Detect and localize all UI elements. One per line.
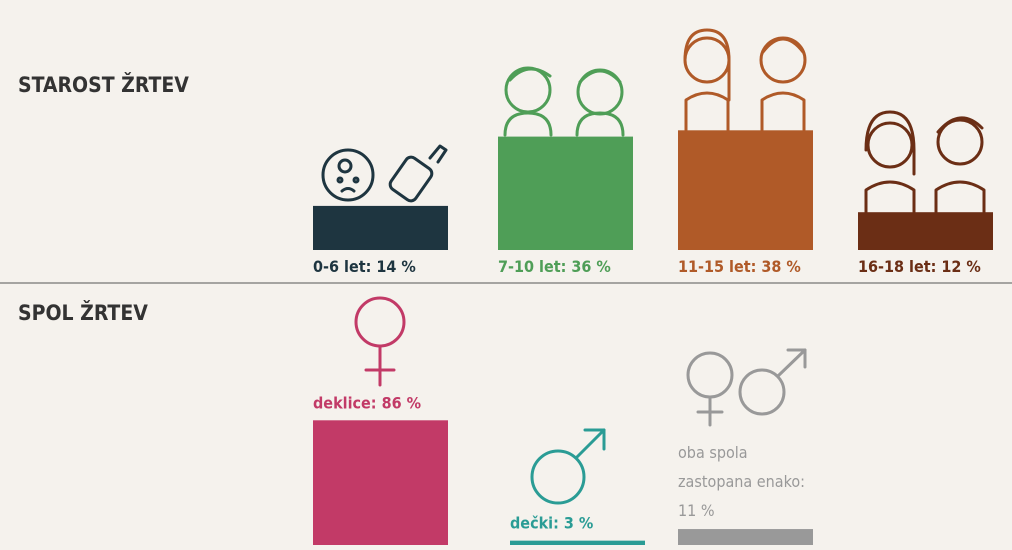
value-label: 11-15 let: 38 % xyxy=(678,257,801,276)
value-label: 16-18 let: 12 % xyxy=(858,257,981,276)
bar xyxy=(678,529,813,545)
page: {"chart_data": [ {"type": "bar", "title"… xyxy=(0,0,1012,550)
bar xyxy=(858,212,993,250)
value-label: 7-10 let: 36 % xyxy=(498,257,611,276)
both-symbol xyxy=(688,350,805,425)
bar xyxy=(498,137,633,250)
value-label: 0-6 let: 14 % xyxy=(313,257,416,276)
chart-title: SPOL ŽRTEV xyxy=(18,300,148,325)
value-label: dečki: 3 % xyxy=(510,514,593,533)
male-symbol xyxy=(532,430,604,503)
chart-title: STAROST ŽRTEV xyxy=(18,72,189,97)
bar xyxy=(510,541,645,545)
children-icon xyxy=(505,68,623,135)
female-symbol xyxy=(356,298,404,385)
bar xyxy=(313,206,448,250)
bar xyxy=(678,130,813,250)
value-label: oba spola zastopana enako: 11 % xyxy=(678,438,808,525)
teens-icon xyxy=(685,30,805,130)
chart: STAROST ŽRTEV SPOL ŽRTEV 0-6 let: 14 % 7-… xyxy=(0,0,1012,550)
youth-icon xyxy=(866,112,984,212)
baby-icon xyxy=(323,146,446,203)
value-label: deklice: 86 % xyxy=(313,393,421,412)
bar xyxy=(313,420,448,545)
